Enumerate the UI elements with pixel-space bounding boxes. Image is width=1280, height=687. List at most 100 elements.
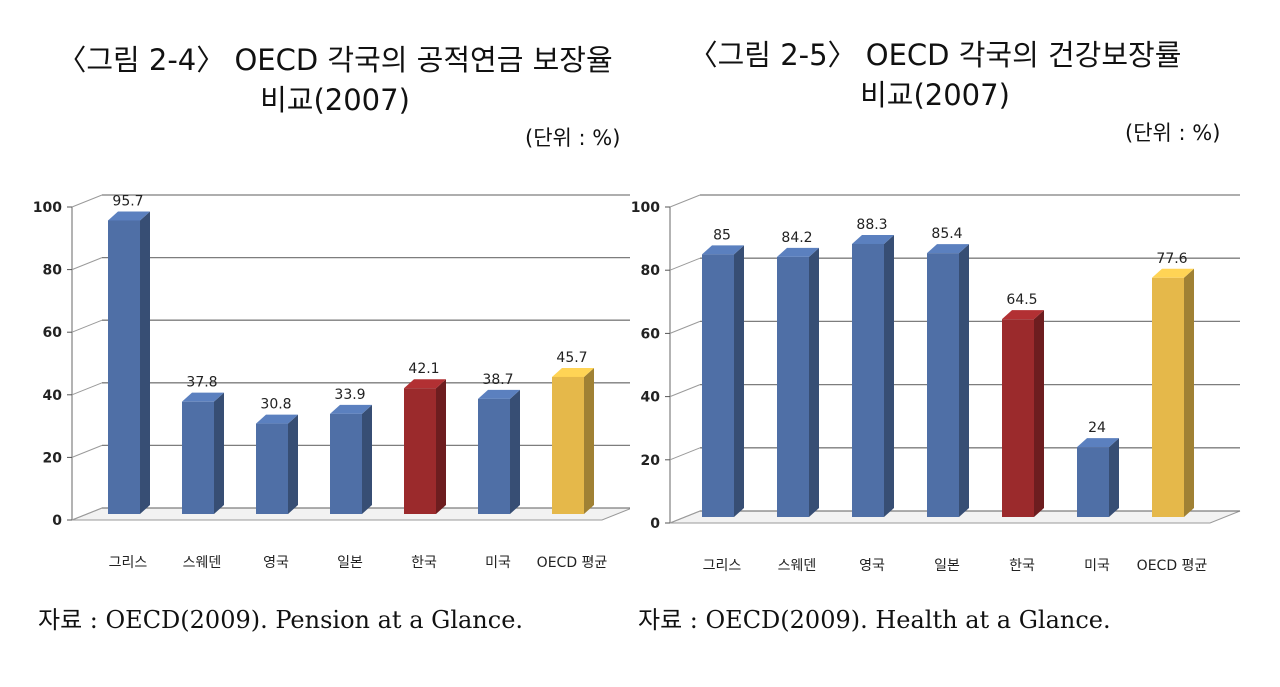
y-tick-label: 60 <box>43 325 63 341</box>
bar <box>1077 438 1119 517</box>
bar-front <box>1002 319 1034 517</box>
bar-front <box>478 398 510 514</box>
y-tick-label: 40 <box>43 388 63 404</box>
bar-side <box>734 245 744 517</box>
bar <box>702 245 744 517</box>
bar-side <box>959 244 969 518</box>
bar-side <box>510 389 520 514</box>
category-label: 영국 <box>263 555 289 571</box>
data-label: 95.7 <box>112 193 143 209</box>
bar-top <box>852 234 894 244</box>
bar-side <box>1034 310 1044 517</box>
bar-top <box>108 211 150 221</box>
gridline-side <box>669 384 701 398</box>
bar-top <box>256 414 298 424</box>
category-label: 미국 <box>485 555 511 571</box>
data-label: 42.1 <box>408 361 439 377</box>
bar-top <box>702 245 744 255</box>
bar-front <box>330 413 362 514</box>
bar <box>256 414 298 514</box>
gridline-side <box>669 447 701 461</box>
bar-front <box>182 401 214 514</box>
gridline-side <box>71 257 103 271</box>
category-label: 일본 <box>337 555 363 571</box>
bar-top <box>552 367 594 377</box>
bar-front <box>108 220 140 515</box>
bar <box>108 211 150 515</box>
source-note: 자료 : OECD(2009). Pension at a Glance. <box>38 606 524 634</box>
chart-title: 〈그림 2-4〉 OECD 각국의 공적연금 보장율 비교(2007) <box>50 40 620 120</box>
bar-top <box>330 404 372 414</box>
gridline-side <box>669 510 701 524</box>
bar-front <box>927 253 959 518</box>
bar-side <box>214 392 224 514</box>
y-tick-label: 60 <box>641 326 661 342</box>
category-label: 그리스 <box>109 555 148 571</box>
y-tick-label: 40 <box>641 390 661 406</box>
data-label: 85.4 <box>931 226 962 242</box>
unit-note: (단위 : %) <box>525 126 621 150</box>
data-label: 85 <box>713 227 731 243</box>
bar-side <box>1109 438 1119 517</box>
bar <box>1152 268 1194 517</box>
category-label: OECD 평균 <box>537 555 608 571</box>
bar-top <box>777 247 819 257</box>
chart-title-line1: 〈그림 2-5〉 OECD 각국의 건강보장률 <box>688 38 1182 72</box>
gridline-side <box>71 319 103 333</box>
category-label: OECD 평균 <box>1137 558 1208 574</box>
bar-side <box>584 367 594 514</box>
bar-top <box>1002 310 1044 320</box>
unit-note: (단위 : %) <box>1125 121 1221 145</box>
bar-front <box>552 376 584 514</box>
bar-side <box>884 234 894 518</box>
bar <box>927 244 969 518</box>
bar-front <box>256 423 288 514</box>
y-tick-label: 20 <box>641 453 661 469</box>
y-tick-label: 80 <box>641 263 661 279</box>
chart-title-line1: 〈그림 2-4〉 OECD 각국의 공적연금 보장율 <box>57 43 613 77</box>
bar-front <box>404 388 436 514</box>
data-label: 38.7 <box>482 372 513 388</box>
bar-side <box>362 404 372 514</box>
data-label: 37.8 <box>186 375 217 391</box>
bar-top <box>1152 268 1194 278</box>
bar-front <box>777 256 809 517</box>
bar <box>478 389 520 514</box>
y-tick-label: 80 <box>43 263 63 279</box>
data-label: 30.8 <box>260 397 291 413</box>
gridline-side <box>71 444 103 458</box>
chart-title: 〈그림 2-5〉 OECD 각국의 건강보장률 비교(2007) <box>650 35 1220 115</box>
data-label: 24 <box>1088 420 1106 436</box>
bar-side <box>809 247 819 517</box>
bar-top <box>1077 438 1119 448</box>
bars <box>702 234 1194 518</box>
chart-title-line2: 비교(2007) <box>860 78 1010 112</box>
bars <box>108 211 594 515</box>
bar-front <box>852 243 884 518</box>
bar <box>182 392 224 514</box>
data-label: 77.6 <box>1156 251 1187 267</box>
data-label: 88.3 <box>856 217 887 233</box>
bar-side <box>140 211 150 515</box>
category-label: 한국 <box>411 555 437 571</box>
y-tick-label: 100 <box>33 200 62 216</box>
y-tick-label: 100 <box>631 200 660 216</box>
health-bar-chart: 0 20 40 60 80 100 85 그리스 84.2 스웨덴 88.3 영국 85.4 일본 64.5… <box>631 194 1241 574</box>
gridline-side <box>71 194 103 208</box>
gridline-side <box>71 507 103 521</box>
bar <box>404 379 446 514</box>
category-label: 미국 <box>1084 558 1110 574</box>
gridline-side <box>669 320 701 334</box>
y-tick-label: 0 <box>52 513 62 529</box>
bar <box>777 247 819 517</box>
category-label: 영국 <box>859 558 885 574</box>
category-label: 한국 <box>1009 558 1035 574</box>
data-label: 84.2 <box>781 230 812 246</box>
y-tick-label: 0 <box>650 516 660 532</box>
bar <box>852 234 894 518</box>
gridline-side <box>669 257 701 271</box>
y-tick-label: 20 <box>43 450 63 466</box>
pension-bar-chart: 0 20 40 60 80 100 95.7 그리스 37.8 스웨덴 30.8 영국 33.9 일본 42… <box>33 193 630 571</box>
bar <box>552 367 594 514</box>
bar <box>1002 310 1044 517</box>
